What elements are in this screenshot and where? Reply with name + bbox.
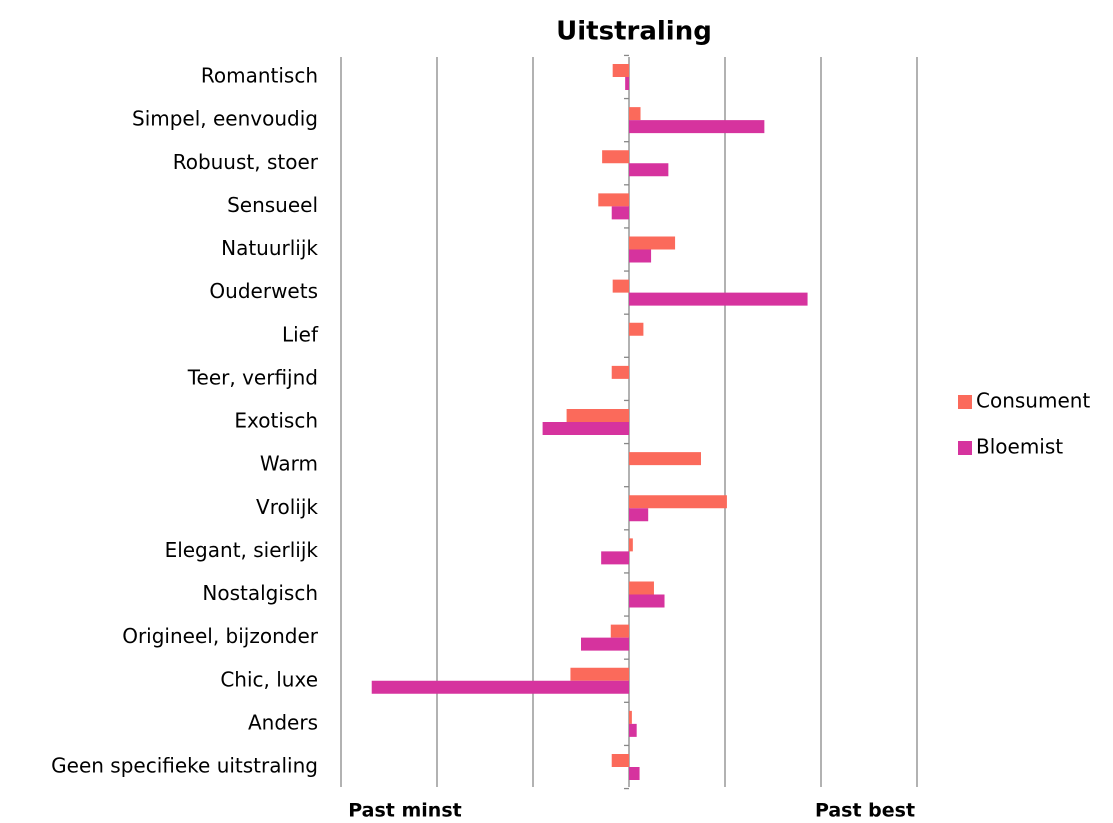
y-tick-label: Geen specifieke uitstraling <box>51 754 318 778</box>
bar <box>629 710 632 724</box>
bar <box>629 581 654 595</box>
bar <box>629 508 649 522</box>
annotation: Past best <box>815 800 915 822</box>
y-tick-label: Nostalgisch <box>202 581 318 605</box>
bar <box>542 422 629 435</box>
bar <box>629 723 637 737</box>
y-tick-label: Vrolijk <box>256 495 318 519</box>
bar <box>598 193 629 207</box>
bar <box>629 236 676 250</box>
bar <box>629 292 808 306</box>
y-tick-label: Romantisch <box>201 64 318 88</box>
bar <box>629 594 665 608</box>
bar <box>371 680 629 694</box>
bar <box>581 637 629 651</box>
bar <box>611 206 629 220</box>
legend-label: Bloemist <box>976 435 1063 459</box>
y-tick-label: Lief <box>282 322 319 346</box>
bar <box>611 754 629 767</box>
y-tick-label: Elegant, sierlijk <box>165 538 319 562</box>
y-tick-label: Ouderwets <box>209 279 318 303</box>
chart-title: Uitstraling <box>556 17 712 47</box>
y-tick-label: Origineel, bijzonder <box>122 624 319 648</box>
bar <box>625 77 629 90</box>
bar <box>612 279 629 293</box>
bar <box>629 452 701 466</box>
y-tick-label: Robuust, stoer <box>173 150 319 174</box>
bar <box>602 150 629 164</box>
y-tick-label: Chic, luxe <box>220 667 318 691</box>
annotation: Past minst <box>348 800 461 822</box>
bar <box>629 107 641 121</box>
bar <box>629 495 727 509</box>
y-tick-label: Sensueel <box>227 193 318 217</box>
bar <box>629 163 669 177</box>
y-tick-label: Natuurlijk <box>221 236 318 260</box>
bar <box>629 249 652 263</box>
bar <box>610 624 629 638</box>
bar <box>629 538 633 552</box>
y-tick-label: Simpel, eenvoudig <box>132 107 318 131</box>
bar <box>629 767 640 780</box>
bar <box>611 365 629 379</box>
legend-swatch <box>958 395 972 409</box>
bar <box>629 120 765 134</box>
bar <box>570 667 629 681</box>
y-tick-label: Exotisch <box>234 409 318 433</box>
bar <box>566 409 629 422</box>
legend-label: Consument <box>976 389 1090 413</box>
y-tick-label: Warm <box>260 452 318 476</box>
y-tick-label: Anders <box>248 710 318 734</box>
y-tick-label: Teer, verfijnd <box>187 365 318 389</box>
bar <box>629 322 644 336</box>
bar <box>612 64 629 77</box>
bar <box>601 551 629 565</box>
legend-swatch <box>958 441 972 455</box>
